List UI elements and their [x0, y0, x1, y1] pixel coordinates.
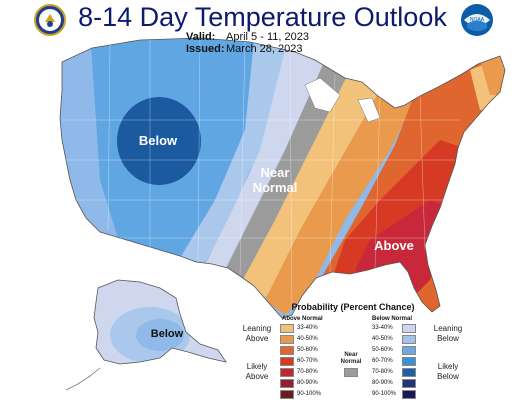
below-swatch-1 [402, 335, 416, 344]
leaning-above-label: Leaning Above [238, 324, 276, 344]
below-swatch-0 [402, 324, 416, 333]
near-normal-swatch [344, 368, 358, 377]
above-range-label-6: 90-100% [297, 391, 322, 397]
map-label-above: Above [374, 238, 414, 253]
valid-value: April 5 - 11, 2023 [226, 31, 309, 43]
issued-date: Issued:March 28, 2023 [186, 43, 302, 55]
above-33-zone [240, 70, 390, 300]
leaning-above-line2: Above [245, 334, 269, 343]
alaska-outlook [94, 280, 226, 364]
leaning-above-line1: Leaning [242, 324, 272, 333]
near-normal-zone [225, 60, 360, 285]
alaska-below-50 [136, 319, 184, 351]
below-range-label-3: 60-70% [372, 358, 393, 364]
valid-label: Valid: [186, 31, 216, 43]
legend: Probability (Percent Chance) Above Norma… [238, 300, 468, 402]
commerce-seal-icon [34, 4, 66, 36]
below-swatch-3 [402, 357, 416, 366]
alaska-outline [93, 279, 227, 365]
below-range-label-0: 33-40% [372, 325, 393, 331]
near-normal-line2: Normal [252, 180, 298, 195]
likely-above-line1: Likely [246, 362, 268, 371]
above-range-label-4: 70-80% [297, 369, 318, 375]
above-swatch-4 [280, 368, 294, 377]
above-swatch-5 [280, 379, 294, 388]
above-range-label-1: 40-50% [297, 336, 318, 342]
map-label-alaska-below: Below [150, 328, 184, 340]
likely-below-line1: Likely [437, 362, 459, 371]
likely-above-label: Likely Above [238, 362, 276, 382]
above-swatch-3 [280, 357, 294, 366]
valid-dates: Valid: April 5 - 11, 2023 [186, 31, 309, 43]
below-swatch-4 [402, 368, 416, 377]
leaning-below-label: Leaning Below [428, 324, 468, 344]
near-normal-legend-line2: Normal [340, 359, 362, 365]
noaa-logo-icon: NOAA [461, 4, 493, 36]
below-70-zone [117, 97, 201, 185]
above-swatch-2 [280, 346, 294, 355]
below-range-label-2: 50-60% [372, 347, 393, 353]
likely-below-line2: Below [437, 372, 459, 381]
below-swatch-6 [402, 390, 416, 399]
conus-outline [59, 37, 506, 319]
leaning-below-line1: Leaning [433, 324, 463, 333]
below-swatch-5 [402, 379, 416, 388]
below-range-label-6: 90-100% [372, 391, 397, 397]
legend-title: Probability (Percent Chance) [291, 302, 415, 312]
above-swatch-0 [280, 324, 294, 333]
page-title: 8-14 Day Temperature Outlook [78, 2, 447, 32]
lake-michigan [357, 97, 381, 123]
legend-above-header: Above Normal [282, 316, 323, 322]
below-swatch-2 [402, 346, 416, 355]
aleutian-islands [65, 367, 101, 391]
near-normal-legend-label: Near Normal [336, 352, 366, 366]
likely-below-label: Likely Below [428, 362, 468, 382]
above-swatch-6 [280, 390, 294, 399]
map-label-near-normal: Near Normal [240, 165, 310, 195]
above-range-label-5: 80-90% [297, 380, 318, 386]
above-swatch-1 [280, 335, 294, 344]
above-40-zone [265, 90, 420, 315]
likely-above-line2: Above [245, 372, 269, 381]
near-normal-legend-line1: Near [344, 352, 358, 358]
leaning-below-line2: Below [437, 334, 459, 343]
above-range-label-3: 60-70% [297, 358, 318, 364]
below-range-label-1: 40-50% [372, 336, 393, 342]
issued-label: Issued: [186, 43, 225, 55]
great-lakes [304, 77, 341, 113]
near-normal-line1: Near [260, 165, 290, 180]
state-borders [62, 37, 460, 311]
map-label-below: Below [138, 133, 178, 148]
below-range-label-5: 80-90% [372, 380, 393, 386]
noaa-logo-text: NOAA [470, 17, 485, 23]
above-range-label-2: 50-60% [297, 347, 318, 353]
issued-value: March 28, 2023 [226, 43, 303, 55]
legend-below-header: Below Normal [372, 316, 413, 322]
below-range-label-4: 70-80% [372, 369, 393, 375]
above-range-label-0: 33-40% [297, 325, 318, 331]
